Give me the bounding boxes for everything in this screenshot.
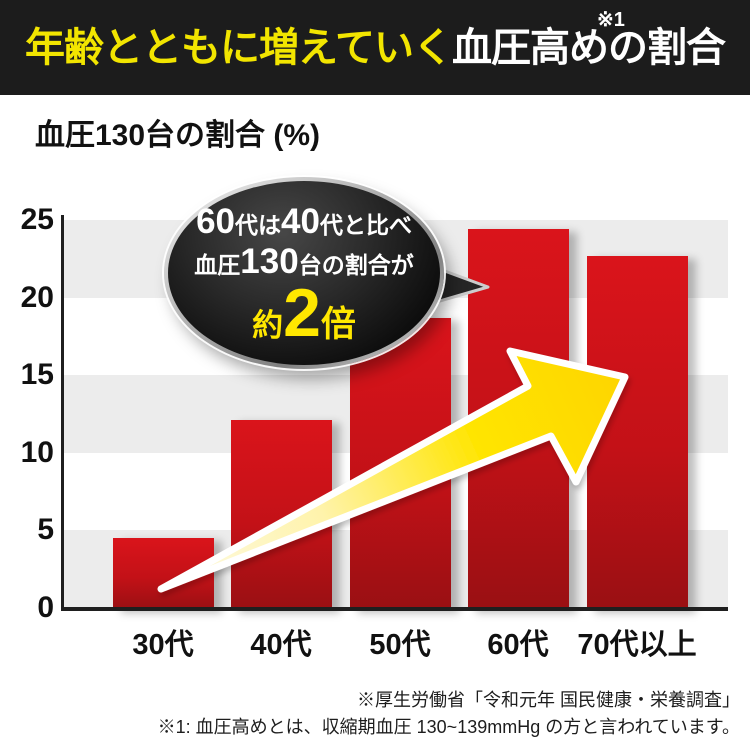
- x-axis-category-label: 60代: [487, 629, 549, 661]
- chart-bar-40代: [230, 420, 332, 610]
- bubble-age-40: 40: [281, 201, 320, 241]
- footer-note: ※1: 血圧高めとは、収縮期血圧 130~139mmHg の方と言われています。: [157, 717, 740, 737]
- x-axis-category-label: 70代以上: [577, 629, 697, 661]
- bubble-times-number: 2: [283, 275, 321, 352]
- bubble-age-60: 60: [196, 201, 235, 241]
- chart-bar-70代以上: [586, 255, 688, 610]
- bubble-text: 代と比べ: [319, 211, 412, 238]
- bubble-text: 血圧: [194, 252, 241, 279]
- footer-source: ※厚生労働省「令和元年 国民健康・栄養調査」: [357, 690, 740, 710]
- y-axis-tick-label: 20: [20, 280, 54, 314]
- x-axis-category-label: 40代: [250, 629, 312, 661]
- header-ref-mark: ※1: [597, 9, 625, 31]
- bubble-emphasis-line: 約2倍: [252, 279, 356, 347]
- x-axis-category-label: 30代: [132, 629, 194, 661]
- page-title-yellow-part: 年齢とともに増えていく: [25, 25, 453, 70]
- bubble-approx-label: 約: [252, 308, 284, 344]
- bubble-times-unit: 倍: [320, 305, 356, 345]
- bubble-value-130: 130: [240, 242, 299, 282]
- speech-bubble-body: 60代は40代と比べ 血圧130台の割合が 約2倍: [168, 181, 440, 365]
- page-title: 年齢とともに増えていく血圧高めの割合: [25, 25, 726, 70]
- y-axis-line: [61, 215, 64, 611]
- chart-bar-50代: [349, 317, 451, 610]
- x-axis-line: [61, 607, 728, 611]
- y-axis-tick-label: 10: [20, 435, 54, 469]
- y-axis-tick-label: 15: [20, 358, 54, 392]
- y-axis-tick-label: 5: [37, 513, 54, 547]
- bubble-text: 代は: [235, 211, 281, 238]
- y-axis-tick-label: 25: [20, 203, 54, 236]
- chart-bar-60代: [467, 229, 569, 610]
- header-banner: 年齢とともに増えていく血圧高めの割合 ※1: [0, 0, 750, 95]
- bubble-line-1: 60代は40代と比べ: [196, 201, 412, 241]
- x-axis-category-label: 50代: [369, 629, 431, 661]
- y-axis-tick-label: 0: [37, 591, 54, 624]
- speech-bubble: 60代は40代と比べ 血圧130台の割合が 約2倍: [164, 177, 444, 369]
- chart-bar-30代: [112, 538, 214, 610]
- page-title-white-part: 血圧高めの割合: [452, 25, 726, 70]
- chart-title: 血圧130台の割合 (%): [35, 119, 321, 152]
- footer-notes: ※厚生労働省「令和元年 国民健康・栄養調査」 ※1: 血圧高めとは、収縮期血圧 …: [20, 687, 740, 741]
